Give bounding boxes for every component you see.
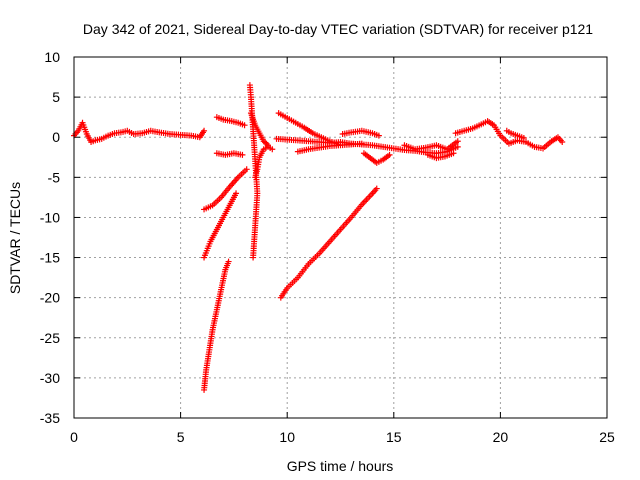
y-tick-label: -35: [40, 410, 60, 426]
data-point-marker: [241, 122, 248, 129]
x-axis-label: GPS time / hours: [287, 458, 394, 474]
data-point-marker: [201, 127, 208, 134]
series-upper-arc-2: [213, 150, 246, 158]
data-point-marker: [250, 254, 257, 261]
y-tick-label: -20: [40, 290, 60, 306]
data-point-marker: [454, 143, 461, 150]
series-late-trace-2: [503, 127, 527, 142]
series-main-trace: [71, 119, 208, 146]
y-tick-label: 5: [52, 89, 60, 105]
y-tick-label: -15: [40, 250, 60, 266]
data-point-marker: [243, 166, 250, 173]
data-point-marker: [233, 190, 240, 197]
data-point-marker: [559, 139, 566, 146]
y-tick-label: 0: [52, 129, 60, 145]
x-tick-label: 20: [493, 429, 509, 445]
x-tick-label: 15: [386, 429, 402, 445]
y-tick-label: -5: [48, 169, 61, 185]
series-descending-arc: [275, 110, 342, 148]
y-tick-label: 10: [44, 49, 60, 65]
series-mid-trace-2: [294, 140, 365, 155]
series-late-trace: [452, 118, 566, 152]
gridlines: [74, 57, 607, 418]
y-axis-label: SDTVAR / TECUs: [7, 182, 23, 294]
chart-title: Day 342 of 2021, Sidereal Day-to-day VTE…: [83, 21, 593, 37]
y-tick-label: -30: [40, 370, 60, 386]
series-low-arc-2: [201, 190, 240, 261]
data-point-marker: [225, 258, 232, 265]
series-spike-curl-2: [252, 143, 276, 181]
x-tick-label: 10: [279, 429, 295, 445]
data-point-marker: [373, 185, 380, 192]
series-low-arc-1: [201, 166, 250, 213]
data-point-marker: [239, 151, 246, 158]
data-point-marker: [358, 140, 365, 147]
data-point-marker: [386, 151, 393, 158]
y-tick-label: -10: [40, 209, 60, 225]
data-point-marker: [450, 150, 457, 157]
series-rising-line: [277, 185, 380, 301]
y-tick-label: -25: [40, 330, 60, 346]
data-point-marker: [269, 146, 276, 153]
series-upper-arc-1: [213, 114, 248, 129]
data-point-marker: [454, 138, 461, 145]
tick-labels: 0 5 10 15 20 25 -35 -30 -25 -20 -15 -10 -5 0 5 10: [40, 49, 615, 445]
data-point-marker: [520, 135, 527, 142]
series-mid-trace-5: [401, 138, 461, 153]
x-tick-label: 5: [177, 429, 185, 445]
series-mid-trace-4: [360, 150, 393, 166]
series-mid-trace-6: [424, 150, 457, 162]
series-steep-drop: [201, 258, 232, 393]
data-point-marker: [335, 141, 342, 148]
x-tick-label: 25: [599, 429, 615, 445]
data-points: [71, 82, 566, 393]
series-mid-trace-3: [339, 127, 382, 139]
plot-border: [73, 56, 608, 419]
data-point-marker: [375, 132, 382, 139]
x-tick-label: 0: [70, 429, 78, 445]
